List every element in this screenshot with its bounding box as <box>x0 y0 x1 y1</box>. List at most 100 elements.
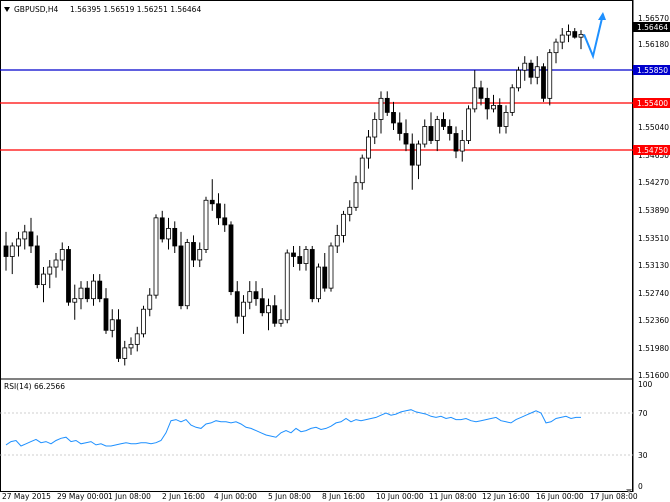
candle-body <box>216 203 221 219</box>
candle-body <box>516 69 521 89</box>
candle-body <box>247 291 253 303</box>
candle-body <box>478 87 484 99</box>
candle-body <box>109 319 115 331</box>
time-tick: 11 Jun 08:00 <box>429 492 477 501</box>
candle-body <box>103 298 109 331</box>
candle-body <box>541 66 546 99</box>
candle-body <box>472 87 478 110</box>
time-tick: 29 May 00:00 <box>57 492 109 501</box>
candle-body <box>284 252 290 321</box>
candle-body <box>9 245 15 257</box>
candle-body <box>159 217 165 240</box>
time-tick: 8 Jun 16:00 <box>322 492 365 501</box>
price-tick: 1.56570 <box>638 14 669 23</box>
price-tick: 1.52740 <box>638 289 669 298</box>
time-tick: 27 May 2015 <box>2 492 51 501</box>
ohlc-values: 1.56395 1.56519 1.56251 1.56464 <box>70 5 201 14</box>
time-tick: 10 Jun 00:00 <box>376 492 424 501</box>
candle-body <box>147 294 153 310</box>
candle-body <box>47 266 53 275</box>
candle-body <box>116 319 121 359</box>
candle-body <box>97 280 103 300</box>
rsi-tick: 70 <box>638 409 648 418</box>
current-price-tag: 1.56464 <box>637 23 668 32</box>
candle-body <box>566 31 571 36</box>
candle-body <box>78 287 84 300</box>
candle-body <box>378 97 384 120</box>
candle-body <box>447 126 453 134</box>
level-tag: 1.55400 <box>637 99 668 108</box>
candle-body <box>366 136 371 159</box>
candle-body <box>459 140 465 152</box>
time-tick: 12 Jun 16:00 <box>482 492 530 501</box>
candle-body <box>509 87 515 113</box>
collapse-icon[interactable] <box>4 7 10 12</box>
candle-body <box>328 245 334 289</box>
forecast-path <box>583 13 604 60</box>
price-axis: 1.56570 1.56180 1.55040 1.54650 1.54270 … <box>638 14 669 380</box>
candle-body <box>178 245 184 307</box>
candle-body <box>416 143 421 166</box>
candle-body <box>428 126 434 141</box>
candle-body <box>72 298 78 303</box>
rsi-tick: 0 <box>638 482 643 491</box>
candle-body <box>222 217 228 226</box>
candle-body <box>309 249 315 300</box>
candle-body <box>553 41 559 54</box>
candle-body <box>503 112 509 127</box>
candle-body <box>122 347 128 359</box>
level-lines[interactable]: 1.55850 1.55400 1.54750 <box>0 65 670 155</box>
time-tick: 5 Jun 08:00 <box>268 492 311 501</box>
level-tag-bg <box>633 65 670 75</box>
current-price-tag-bg <box>633 22 670 32</box>
candle-body <box>372 119 378 138</box>
candle-body <box>297 256 303 264</box>
price-tick: 1.54270 <box>638 178 669 187</box>
candle-body <box>259 298 265 314</box>
candle-body <box>172 227 178 247</box>
candle-body <box>191 242 196 261</box>
level-tag: 1.55850 <box>637 66 668 75</box>
candle-body <box>491 104 496 110</box>
level-tag-bg <box>633 98 670 108</box>
forecast-arrow <box>583 12 606 60</box>
candle-body <box>384 97 390 113</box>
candle-body <box>41 273 46 286</box>
candle-body <box>572 31 578 38</box>
candle-body <box>391 112 396 124</box>
candle-body <box>203 199 209 250</box>
candle-body <box>303 249 309 264</box>
candle-body <box>466 108 471 141</box>
candle-body <box>353 182 359 208</box>
candle-body <box>403 133 409 145</box>
candle-body <box>266 305 271 314</box>
level-tag: 1.54750 <box>637 146 668 155</box>
price-tick: 1.51980 <box>638 344 669 353</box>
price-tick: 1.53130 <box>638 261 669 270</box>
chart-shift-icon[interactable] <box>626 489 632 493</box>
candle-body <box>272 305 278 324</box>
time-tick: 17 Jun 08:00 <box>590 492 638 501</box>
candle-body <box>522 62 528 71</box>
price-tick: 1.52360 <box>638 316 669 325</box>
candle-body <box>241 301 246 317</box>
candle-body <box>409 143 415 166</box>
time-tick: 16 Jun 00:00 <box>536 492 584 501</box>
candle-body <box>228 224 234 293</box>
candle-body <box>3 245 9 257</box>
time-tick: 4 Jun 00:00 <box>214 492 257 501</box>
candlestick-series <box>3 24 584 366</box>
candle-body <box>197 249 203 261</box>
candle-body <box>278 319 284 324</box>
candle-body <box>397 122 403 134</box>
candle-body <box>528 62 534 78</box>
price-tick: 1.54650 <box>638 151 669 160</box>
chart-frame <box>0 0 633 492</box>
candle-body <box>66 249 71 303</box>
candle-body <box>334 235 340 247</box>
candle-body <box>134 333 140 345</box>
candle-body <box>141 308 146 335</box>
candle-body <box>434 119 440 141</box>
rsi-tick: 100 <box>638 380 653 389</box>
